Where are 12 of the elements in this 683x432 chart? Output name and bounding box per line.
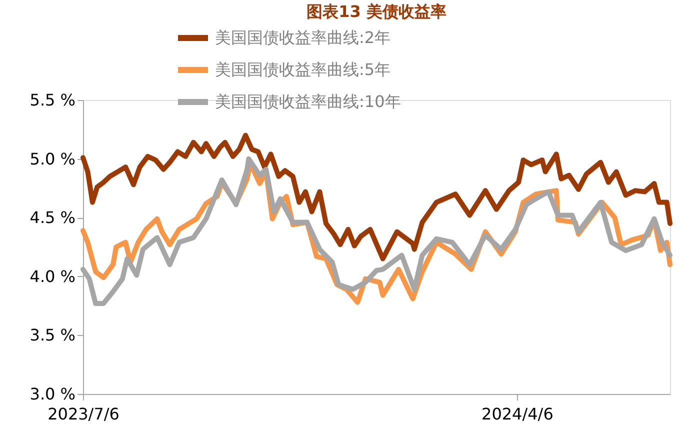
y-tick-label: 3.5 % (30, 326, 76, 345)
chart-title: 图表13 美债收益率 (306, 2, 446, 21)
legend-label: 美国国债收益率曲线:5年 (215, 60, 391, 79)
y-tick-label: 4.5 % (30, 208, 76, 228)
y-tick-label: 5.5 % (30, 90, 76, 110)
legend-label: 美国国债收益率曲线:2年 (215, 28, 391, 47)
y-tick-label: 5.0 % (30, 149, 76, 168)
x-tick-label: 2024/4/6 (482, 404, 554, 424)
legend-label: 美国国债收益率曲线:10年 (215, 92, 401, 111)
y-tick-label: 3.0 % (30, 384, 76, 404)
x-tick-label: 2023/7/6 (48, 404, 120, 424)
y-tick-label: 4.0 % (30, 266, 76, 286)
